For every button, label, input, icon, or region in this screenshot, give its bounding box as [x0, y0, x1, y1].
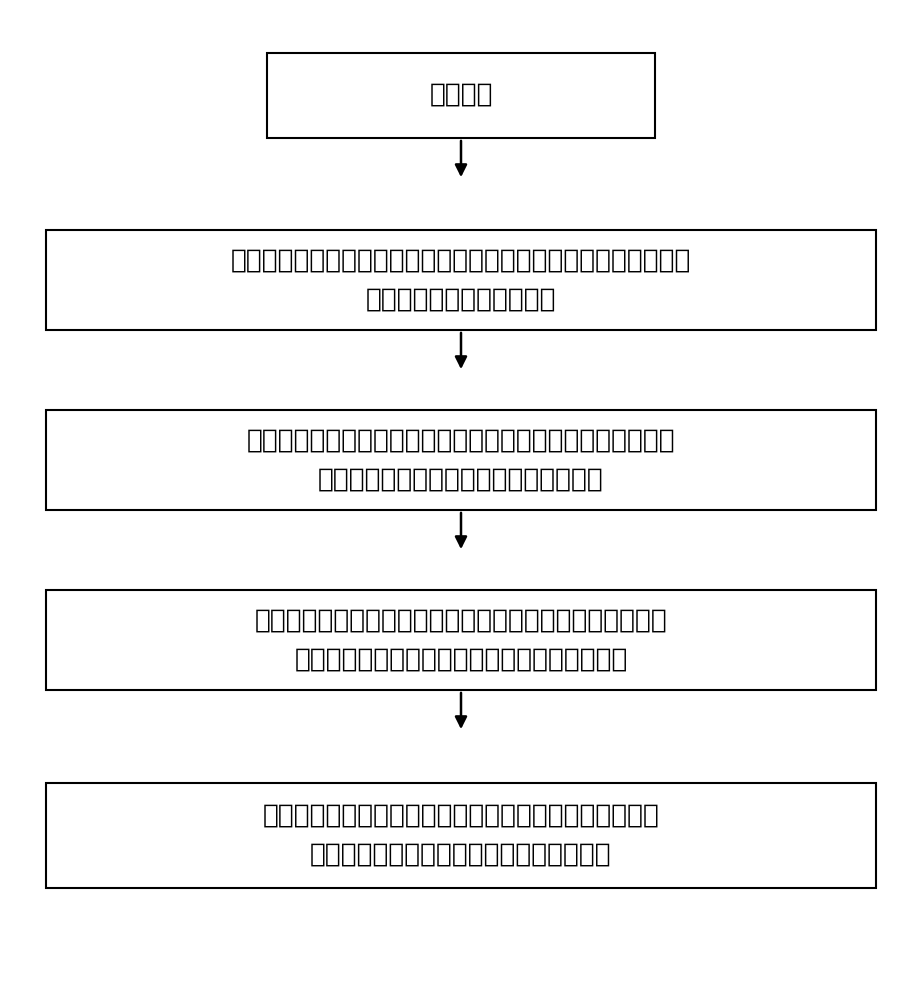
Bar — [46, 410, 876, 510]
Text: 将模拟散斑图导入光纤激光打标机，根据实验条件调整激光打: 将模拟散斑图导入光纤激光打标机，根据实验条件调整激光打 — [247, 427, 675, 453]
Bar — [267, 52, 655, 137]
Bar — [46, 230, 876, 330]
Text: 确定理想散斑大小、散斑密度，然后在散斑生成软件中设置相应参: 确定理想散斑大小、散斑密度，然后在散斑生成软件中设置相应参 — [230, 247, 692, 273]
Text: 试样准备: 试样准备 — [430, 82, 492, 108]
Text: 开启激光打标机开关，进行散斑制作（速度不宜过快），: 开启激光打标机开关，进行散斑制作（速度不宜过快）， — [263, 802, 659, 828]
Bar — [46, 782, 876, 888]
Text: 上下位置，确保激光能量最大限度打到试样表面: 上下位置，确保激光能量最大限度打到试样表面 — [294, 647, 628, 673]
Text: 数，生成理想的模拟散斑图: 数，生成理想的模拟散斑图 — [366, 287, 556, 313]
Bar — [46, 590, 876, 690]
Text: 将试样放到激光打标机相应位置，通过调整打标机激光光源: 将试样放到激光打标机相应位置，通过调整打标机激光光源 — [254, 607, 668, 633]
Text: 结束以后擦拭试样表面，完成高温散斑制作: 结束以后擦拭试样表面，完成高温散斑制作 — [310, 842, 612, 868]
Text: 标机激光束半径、激光输出功率和脉冲数: 标机激光束半径、激光输出功率和脉冲数 — [318, 467, 604, 493]
